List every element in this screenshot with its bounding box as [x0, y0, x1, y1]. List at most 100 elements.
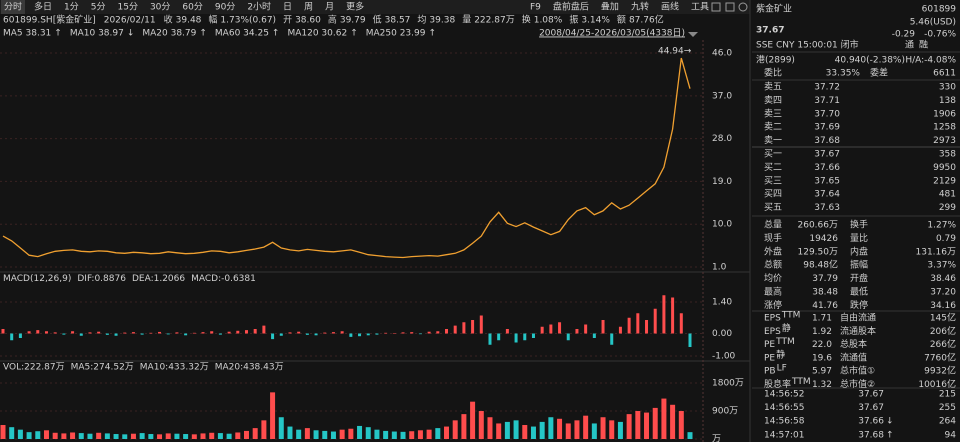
tick-arrow: ↑ [886, 430, 894, 440]
macd-bar [366, 333, 370, 336]
stat-label: 振幅 [850, 259, 868, 271]
toolbar-tab[interactable]: 1分 [64, 2, 79, 13]
volume-bar [122, 434, 128, 439]
volume-bar [287, 426, 293, 439]
volume-bar [617, 421, 623, 439]
stat-value: 37.79 [812, 274, 838, 284]
volume-bar [626, 414, 632, 439]
toolbar-tab[interactable]: 多日 [34, 1, 52, 13]
macd-bar [436, 331, 440, 334]
toolbar-tab[interactable]: 30分 [150, 2, 170, 13]
fund-value: 9932亿 [924, 365, 956, 377]
macd-bar [323, 332, 327, 334]
toolbar-tab[interactable]: 更多 [346, 1, 364, 13]
macd-bar [566, 333, 570, 341]
book-label: 买三 [764, 175, 782, 186]
volume-bar [26, 432, 32, 439]
y-tick-label: 19.0 [712, 177, 732, 187]
book-price: 37.70 [814, 109, 840, 119]
toolbar-icons[interactable] [711, 2, 748, 12]
volume-bar [652, 407, 658, 439]
ma-label: MA60 34.25 [215, 29, 269, 39]
toolbar-tool[interactable]: F9 [530, 3, 541, 13]
volume-bar [304, 428, 310, 439]
ma-label: MA5 38.31 [3, 29, 51, 39]
volume-bar [278, 417, 284, 439]
macd-bar [53, 332, 57, 334]
macd-bar [27, 331, 31, 334]
fund-label: EPS [764, 314, 781, 324]
quote-label: 额 [617, 14, 626, 26]
volume-bar [96, 432, 102, 439]
toolbar-tab[interactable]: 90分 [215, 2, 235, 13]
volume-bar [217, 433, 223, 439]
toolbar-tab[interactable]: 15分 [118, 2, 138, 13]
fund-value: 7760亿 [924, 351, 956, 363]
macd-bar [688, 333, 692, 347]
quote-value: 1.73%(0.67) [220, 16, 276, 26]
toolbar-tab[interactable]: 2小时 [247, 1, 271, 13]
toolbar-tool[interactable]: 画线 [661, 1, 679, 13]
toolbar-tool[interactable]: 盘前盘后 [553, 1, 589, 13]
toolbar-tool[interactable]: 叠加 [601, 2, 619, 13]
fund-value: 266亿 [930, 338, 956, 350]
badge[interactable]: 融 [919, 40, 928, 51]
macd-bar [340, 331, 344, 334]
macd-bar [10, 333, 14, 341]
stat-value: 3.37% [927, 261, 956, 271]
icon[interactable] [711, 2, 721, 12]
fund-value: 206亿 [930, 325, 956, 337]
macd-bar [549, 324, 553, 334]
macd-bar [410, 332, 414, 334]
y-tick-label: 10.0 [712, 220, 732, 230]
y-tick-label: 0.00 [712, 329, 732, 339]
toolbar-tool[interactable]: 九转 [631, 1, 649, 13]
tick-arrow: ↓ [886, 417, 894, 427]
max-annotation: 44.94→ [658, 47, 692, 57]
tick-price: 37.67 [858, 390, 884, 400]
fund-label: PB [764, 367, 776, 377]
volume-bar [261, 420, 267, 439]
book-label: 卖二 [764, 122, 782, 133]
toolbar-bg [0, 0, 750, 14]
macd-bar [149, 332, 153, 334]
macd-bar [375, 333, 379, 335]
volume-bar [148, 434, 154, 439]
book-price: 37.71 [814, 96, 840, 106]
fund-value: 1.32 [812, 380, 832, 390]
macd-bar [71, 331, 75, 334]
badge[interactable]: 通 [905, 40, 914, 51]
toolbar-tool[interactable]: 工具 [691, 2, 709, 13]
volume-bar [322, 430, 328, 439]
toolbar-tab[interactable]: 分时 [4, 1, 22, 13]
icon[interactable] [725, 2, 735, 12]
quote-value: 39.48 [176, 16, 202, 26]
volume-bar [70, 432, 76, 439]
y-tick-label: 1.40 [712, 298, 732, 308]
icon[interactable] [738, 2, 748, 12]
tick-price: 37.67 [858, 403, 884, 413]
macd-bar [679, 313, 683, 334]
date-range[interactable]: 2008/04/25-2026/03/05(4338日) [539, 28, 685, 39]
dropdown-arrow[interactable] [688, 32, 698, 37]
toolbar-tab[interactable]: 周 [304, 2, 313, 13]
macd-bar [384, 332, 388, 334]
toolbar-tab[interactable]: 月 [325, 2, 334, 13]
macd-bar [288, 332, 292, 334]
stock-name: 紫金矿业 [756, 3, 792, 15]
macd-bar [497, 333, 501, 341]
volume-bar [487, 417, 493, 439]
indicator-label: MA20:438.43万 [215, 362, 284, 372]
fund-label-sup: TTM [781, 311, 801, 321]
ma-label: MA120 30.62 [287, 29, 347, 39]
volume-bar [583, 415, 589, 439]
macd-bar [166, 333, 170, 335]
fund-value: 10016亿 [918, 378, 956, 390]
quote-value: 38.60 [295, 16, 321, 26]
toolbar-tab[interactable]: 60分 [182, 2, 202, 13]
volume-bar [461, 414, 467, 439]
toolbar-tab[interactable]: 5分 [91, 2, 106, 13]
toolbar-tab[interactable]: 日 [283, 2, 292, 13]
tick-price: 37.66 [858, 417, 884, 427]
ma-arrow: ↓ [127, 29, 135, 39]
